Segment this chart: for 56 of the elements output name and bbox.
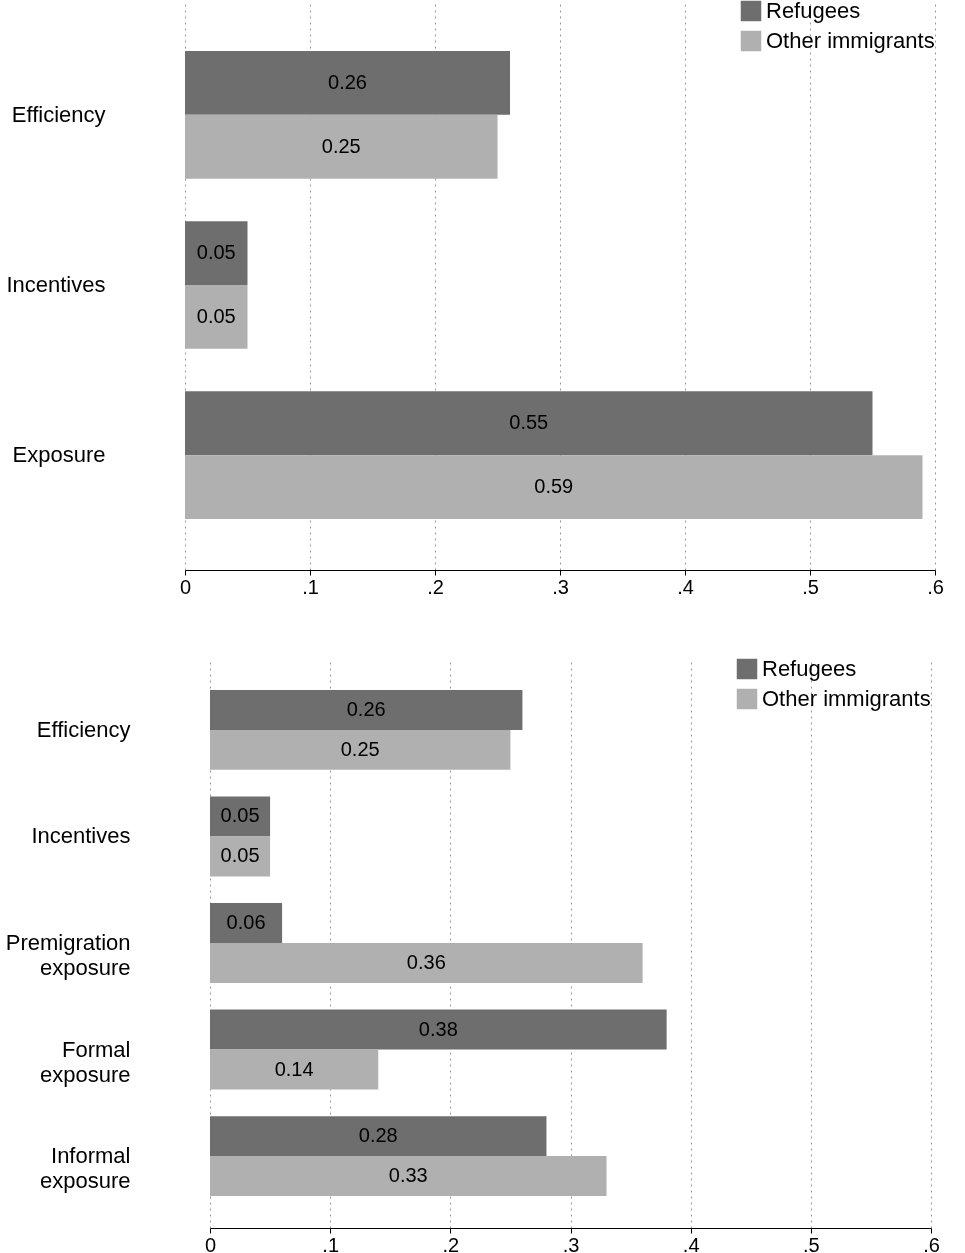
- bar: [210, 689, 523, 730]
- data-label: 0.05: [196, 304, 236, 327]
- y-tick-label: Exposure: [12, 442, 106, 468]
- x-tick-label: .3: [562, 1233, 580, 1253]
- y-tick-label: Informal exposure: [39, 1143, 131, 1194]
- data-label: 0.26: [346, 697, 386, 720]
- x-tick-label: .5: [802, 575, 819, 598]
- y-tick-label: Incentives: [31, 823, 131, 849]
- data-label: 0.55: [509, 411, 549, 434]
- data-label: 0.05: [220, 844, 260, 867]
- bar: [210, 1116, 547, 1157]
- x-tick-label: .5: [802, 1233, 820, 1253]
- y-tick-label: Formal exposure: [39, 1036, 131, 1087]
- y-tick-label: Efficiency: [11, 101, 106, 127]
- data-label: 0.28: [358, 1124, 398, 1147]
- x-tick-label: .4: [682, 1233, 700, 1253]
- data-label: 0.36: [406, 950, 446, 973]
- data-label: 0.05: [220, 804, 260, 827]
- bar: [185, 114, 498, 179]
- x-tick-label: .3: [552, 575, 569, 598]
- legend-label: Refugees: [762, 656, 857, 681]
- legend-label: Other immigrants: [762, 686, 931, 711]
- bar: [185, 285, 248, 349]
- y-tick-label: Premigration exposure: [5, 930, 131, 980]
- bar: [185, 221, 248, 285]
- data-label: 0.14: [274, 1057, 314, 1080]
- x-tick-label: .6: [927, 575, 944, 598]
- data-label: 0.26: [328, 70, 367, 93]
- bar: [210, 943, 643, 983]
- x-tick-label: .6: [923, 1233, 940, 1253]
- data-label: 0.06: [226, 911, 266, 934]
- x-tick-label: .2: [427, 575, 444, 598]
- legend-label: Refugees: [766, 0, 861, 23]
- y-tick-label: Incentives: [6, 272, 106, 297]
- y-tick-label: Efficiency: [36, 716, 131, 742]
- bar: [185, 455, 923, 519]
- x-tick-label: .1: [322, 1233, 340, 1253]
- data-label: 0.33: [388, 1164, 428, 1187]
- data-label: 0.59: [534, 475, 574, 498]
- bar: [210, 1049, 379, 1090]
- data-label: 0.05: [196, 241, 236, 264]
- bar: [210, 1009, 667, 1050]
- x-tick-label: .1: [302, 575, 319, 598]
- bar: [210, 903, 283, 943]
- legend-label: Other immigrants: [766, 28, 935, 53]
- data-label: 0.38: [418, 1017, 458, 1040]
- x-tick-label: 0: [179, 575, 192, 598]
- data-label: 0.25: [321, 134, 361, 157]
- data-label: 0.25: [340, 737, 380, 760]
- x-tick-label: 0: [204, 1233, 217, 1253]
- bar: [185, 51, 510, 115]
- bar: [210, 1156, 607, 1197]
- x-tick-label: .2: [442, 1233, 460, 1253]
- bar: [210, 729, 511, 770]
- x-tick-label: .4: [677, 575, 694, 598]
- bar: [185, 391, 873, 456]
